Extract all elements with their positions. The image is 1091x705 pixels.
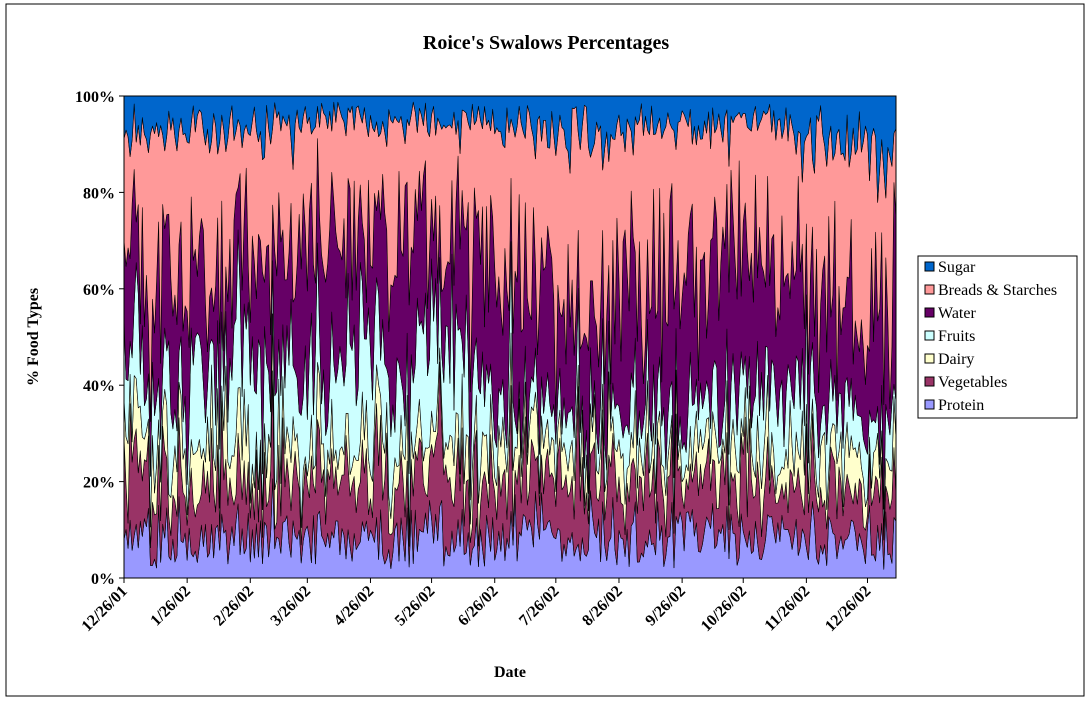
legend-label: Dairy xyxy=(938,351,974,368)
legend-label: Breads & Starches xyxy=(938,282,1057,299)
y-axis: 0% 20% 40% 60% 80% 100% xyxy=(75,89,124,588)
legend-label: Sugar xyxy=(938,259,976,276)
legend-swatch xyxy=(924,307,935,318)
legend-label: Vegetables xyxy=(938,374,1007,391)
y-tick-label: 0% xyxy=(91,571,115,588)
y-axis-label: % Food Types xyxy=(25,288,42,386)
legend-swatch xyxy=(924,330,935,341)
legend-swatch xyxy=(924,353,935,364)
chart-title: Roice's Swalows Percentages xyxy=(423,32,669,54)
legend-swatch xyxy=(924,399,935,410)
y-tick-label: 60% xyxy=(83,282,115,299)
legend: Sugar Breads & Starches Water Fruits Dairy Ve… xyxy=(917,255,1078,419)
x-axis-label: Date xyxy=(494,664,526,681)
legend-label: Water xyxy=(938,305,976,322)
legend-box xyxy=(917,255,1078,419)
y-tick-label: 40% xyxy=(83,378,115,395)
y-tick-label: 80% xyxy=(83,185,115,202)
legend-swatch xyxy=(924,376,935,387)
legend-label: Fruits xyxy=(938,328,975,345)
legend-swatch xyxy=(924,261,935,272)
legend-label: Protein xyxy=(938,397,984,414)
y-tick-label: 100% xyxy=(75,89,115,106)
plot-area xyxy=(123,95,897,579)
y-tick-label: 20% xyxy=(83,475,115,492)
legend-swatch xyxy=(924,284,935,295)
